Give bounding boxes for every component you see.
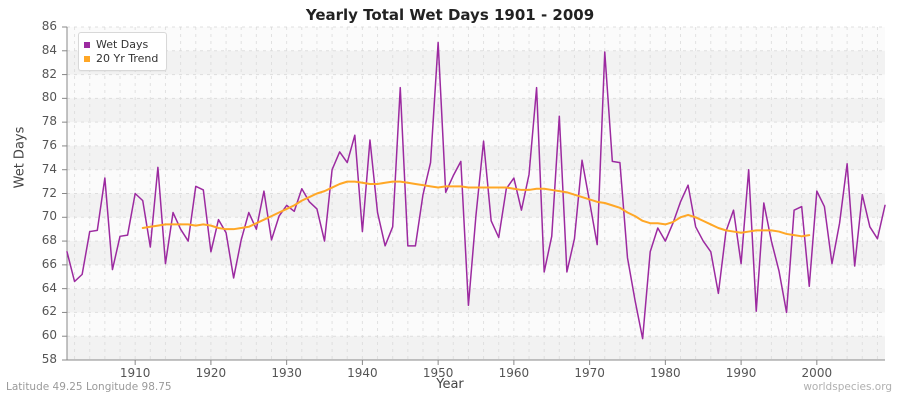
y-axis-tick-label: 58 [41,352,57,366]
legend-swatch-trend [84,55,90,62]
y-axis-tick-label: 72 [41,185,57,200]
footer-coordinates: Latitude 49.25 Longitude 98.75 [6,381,172,393]
x-axis-tick-label: 1980 [650,366,681,380]
series-wet-days [66,41,886,340]
x-axis-title: Year [436,377,464,392]
legend-swatch-wet-days [84,41,90,48]
y-axis-tick-label: 84 [41,42,57,57]
x-axis-tick-label: 1940 [347,366,378,380]
y-axis-tick-label: 64 [41,280,57,295]
chart-title: Yearly Total Wet Days 1901 - 2009 [305,6,595,24]
y-axis-tick-label: 62 [41,304,57,319]
y-axis-tick-label: 74 [41,161,57,176]
legend-item-trend[interactable]: 20 Yr Trend [84,52,158,65]
series-20yr-trend [141,180,811,238]
y-axis-tick-label: 66 [41,256,57,271]
y-axis-tick-label: 68 [41,233,57,248]
y-axis-tick-label: 78 [41,114,57,129]
y-axis-tick-label: 76 [41,137,57,152]
x-axis-tick-label: 1910 [119,366,151,380]
chart-legend: Wet Days 20 Yr Trend [78,32,168,71]
footer-attribution: worldspecies.org [803,381,892,393]
x-axis-tick-label: 1970 [574,366,605,380]
x-axis-tick-label: 1990 [725,366,757,380]
legend-item-wet-days[interactable]: Wet Days [84,38,158,51]
y-axis-tick-label: 70 [41,209,57,224]
x-axis-tick-label: 2000 [801,366,833,380]
y-axis-tick-label: 60 [41,328,57,343]
legend-label-trend: 20 Yr Trend [96,52,159,65]
y-axis-tick-label: 82 [41,66,57,81]
y-axis-tick-label: 80 [41,90,57,105]
x-axis-tick-label: 1920 [195,366,227,380]
x-axis-tick-label: 1950 [422,366,454,380]
y-axis-tick-label: 86 [41,19,57,33]
legend-label-wet-days: Wet Days [96,38,149,51]
x-axis-tick-label: 1930 [271,366,302,380]
x-axis-tick-label: 1960 [498,366,530,380]
